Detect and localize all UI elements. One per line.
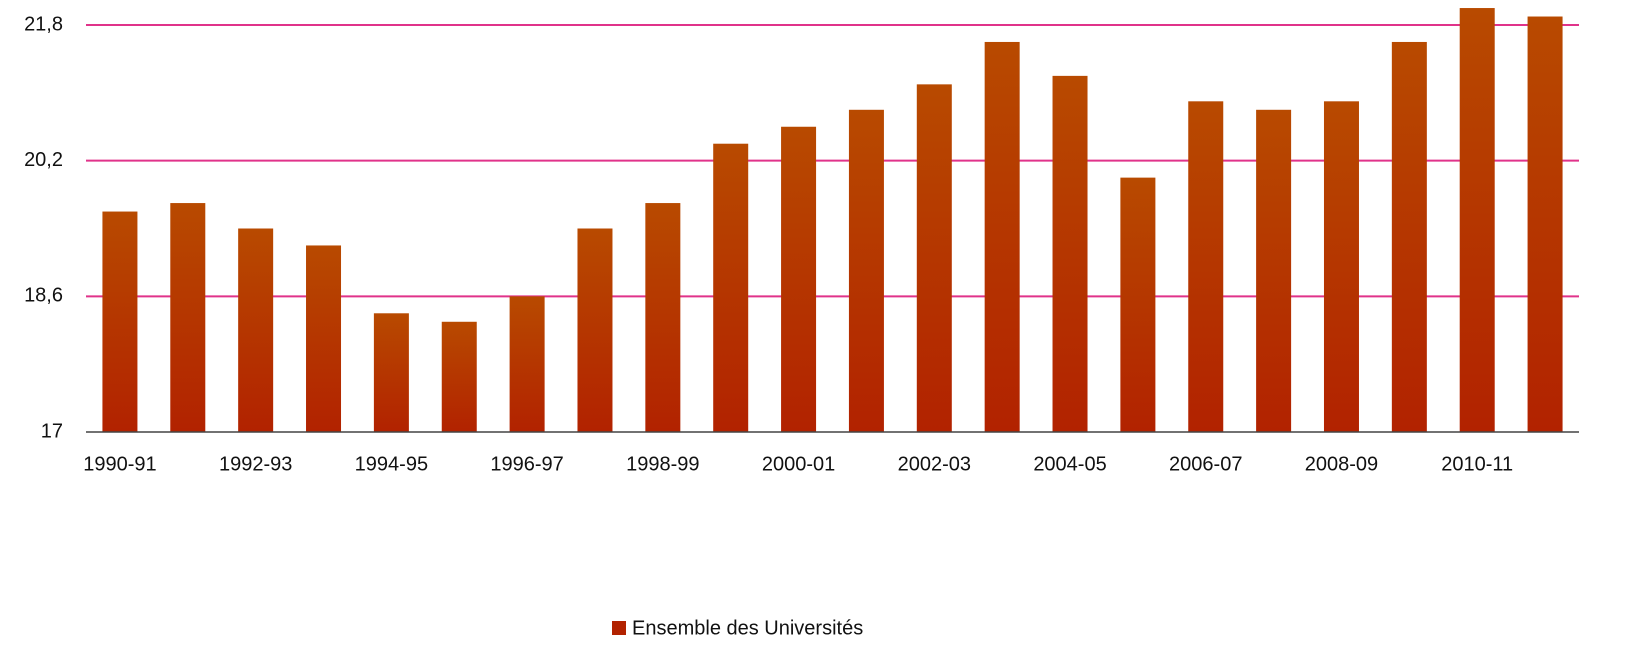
x-tick-label: 1992-93 [219, 453, 292, 475]
bar [509, 296, 545, 432]
bar [1256, 109, 1292, 433]
x-tick-label: 2006-07 [1169, 453, 1242, 475]
legend-label: Ensemble des Universités [632, 617, 863, 639]
bar [1527, 16, 1563, 432]
x-tick-label: 1994-95 [355, 453, 428, 475]
bar [1188, 101, 1224, 432]
x-tick-label: 2008-09 [1305, 453, 1378, 475]
bar [1120, 177, 1156, 432]
x-tick-label: 1998-99 [626, 453, 699, 475]
x-tick-label: 2010-11 [1441, 453, 1513, 475]
bar [441, 321, 477, 432]
legend-swatch [612, 621, 626, 635]
bar [306, 245, 342, 432]
bar [170, 203, 206, 432]
bar [577, 228, 613, 432]
bar [984, 41, 1020, 432]
bar [916, 84, 952, 433]
bar [645, 203, 681, 432]
bar [1459, 8, 1495, 433]
x-tick-label: 1990-91 [83, 453, 156, 475]
bar [1391, 41, 1427, 432]
y-tick-label: 17 [41, 420, 63, 442]
bar [1052, 75, 1088, 432]
x-tick-label: 2004-05 [1033, 453, 1106, 475]
bar [373, 313, 409, 432]
x-tick-label: 2000-01 [762, 453, 835, 475]
bar [848, 109, 884, 433]
y-tick-label: 20,2 [24, 149, 63, 171]
bar [781, 126, 817, 432]
bar [238, 228, 274, 432]
bar [102, 211, 138, 432]
y-tick-label: 18,6 [24, 285, 63, 307]
bar [713, 143, 749, 433]
x-tick-label: 2002-03 [898, 453, 971, 475]
x-tick-label: 1996-97 [490, 453, 563, 475]
y-tick-label: 21,8 [24, 13, 63, 35]
bar [1323, 101, 1359, 432]
